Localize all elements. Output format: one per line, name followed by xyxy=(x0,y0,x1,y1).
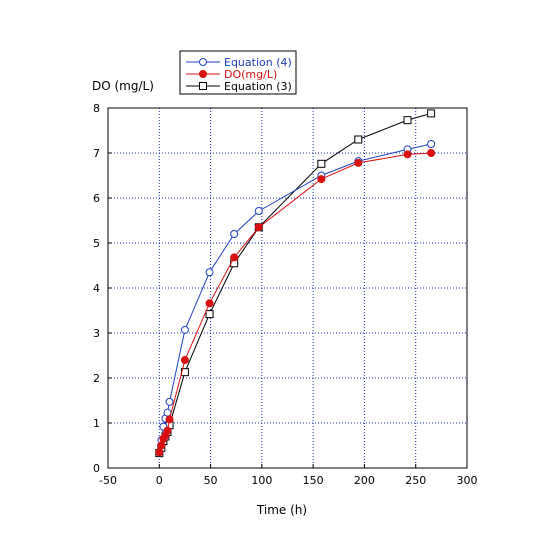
data-point xyxy=(254,223,263,232)
y-tick-label: 0 xyxy=(93,462,100,475)
data-point xyxy=(230,253,239,262)
plot-frame xyxy=(107,107,468,469)
series-line xyxy=(158,112,432,454)
data-point xyxy=(317,159,326,168)
data-point xyxy=(205,310,214,319)
y-tick-label: 4 xyxy=(93,282,100,295)
series-2 xyxy=(155,149,436,457)
x-tick-label: 250 xyxy=(405,474,426,487)
x-tick-label: 200 xyxy=(354,474,375,487)
data-point xyxy=(427,140,436,148)
data-point xyxy=(165,415,174,424)
y-axis-label: DO (mg/L) xyxy=(92,79,154,93)
data-point xyxy=(354,158,363,167)
series-layer xyxy=(155,109,436,458)
x-axis-label: Time (h) xyxy=(256,503,307,517)
y-tick-label: 2 xyxy=(93,372,100,385)
data-point xyxy=(403,116,412,125)
legend-label: Equation (3) xyxy=(224,80,292,93)
legend-marker xyxy=(199,70,207,78)
series-1 xyxy=(155,140,436,457)
data-point xyxy=(254,207,263,216)
legend-marker xyxy=(199,82,207,90)
data-point xyxy=(205,268,214,277)
data-point xyxy=(180,325,189,334)
y-tick-label: 6 xyxy=(93,192,100,205)
data-point xyxy=(230,230,239,238)
x-tick-label: 300 xyxy=(457,474,478,487)
data-point xyxy=(163,408,172,417)
grid xyxy=(108,108,467,468)
y-tick-label: 8 xyxy=(93,102,100,115)
data-point xyxy=(155,448,164,457)
y-tick-label: 5 xyxy=(93,237,100,250)
series-3 xyxy=(155,109,436,458)
data-point xyxy=(427,149,436,157)
legend-label: DO(mg/L) xyxy=(224,68,277,81)
data-point xyxy=(180,356,189,364)
legend: Equation (4)DO(mg/L)Equation (3) xyxy=(179,50,297,95)
data-point xyxy=(205,299,214,308)
data-point xyxy=(317,175,326,184)
legend-marker xyxy=(199,58,207,66)
data-point xyxy=(354,135,363,144)
data-point xyxy=(163,426,172,435)
x-tick-label: 100 xyxy=(251,474,272,487)
data-point xyxy=(157,441,166,450)
x-tick-label: 50 xyxy=(204,474,218,487)
x-tick-label: 150 xyxy=(303,474,324,487)
y-tick-label: 3 xyxy=(93,327,100,340)
y-tick-label: 7 xyxy=(93,147,100,160)
data-point xyxy=(165,397,174,406)
series-line xyxy=(158,143,432,453)
x-tick-label: 0 xyxy=(156,474,163,487)
legend-label: Equation (4) xyxy=(224,56,292,69)
x-tick-label: -50 xyxy=(99,474,117,487)
data-point xyxy=(403,150,412,159)
y-tick-label: 1 xyxy=(93,417,100,430)
data-point xyxy=(427,109,436,118)
